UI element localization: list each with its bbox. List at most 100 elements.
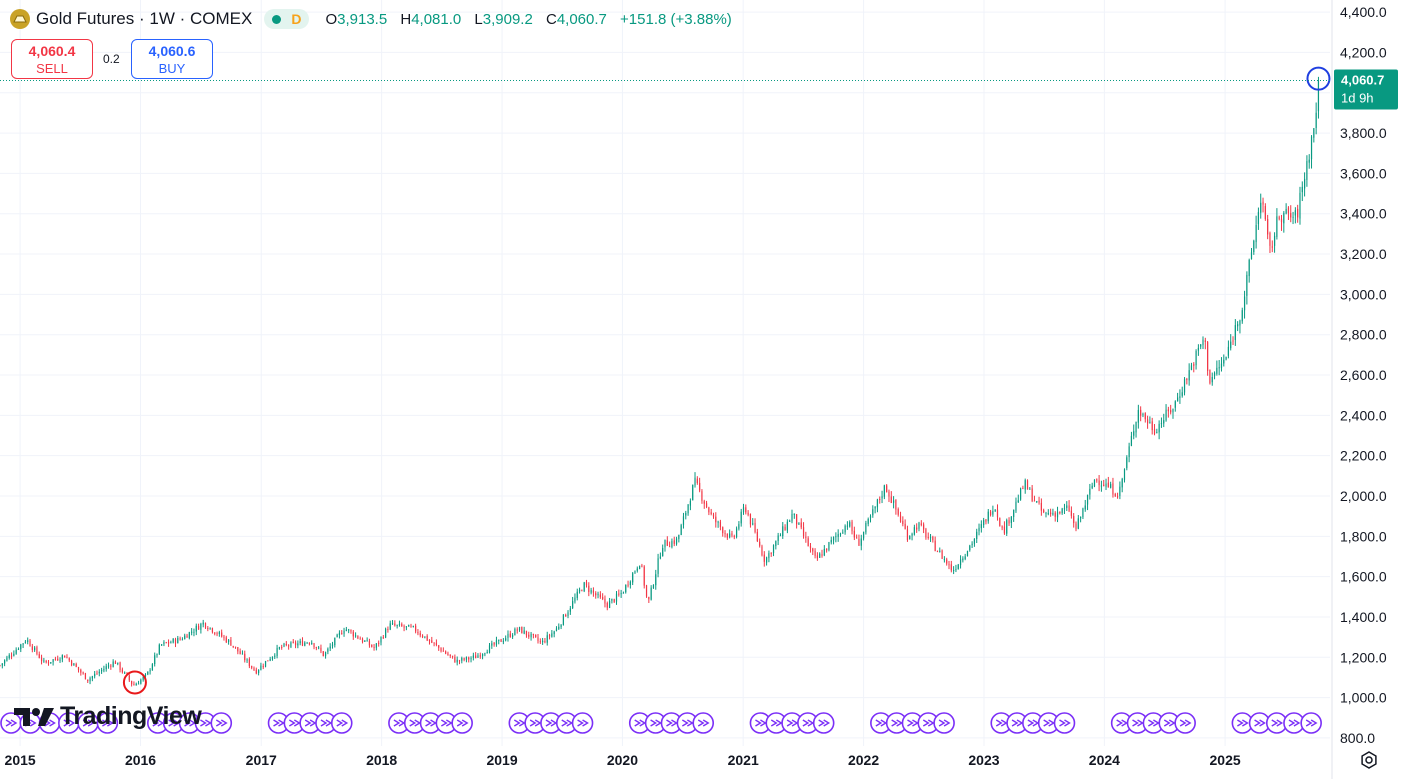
candle-body	[174, 639, 177, 644]
candle-body	[329, 646, 331, 649]
candle-body	[80, 669, 82, 673]
candle-body	[682, 516, 685, 525]
candle-body	[10, 655, 13, 657]
candle-body	[964, 556, 966, 560]
candle-body	[867, 519, 869, 524]
candle-body	[1047, 513, 1049, 515]
candle-body	[1054, 512, 1056, 517]
tradingview-logo[interactable]: TradingView	[14, 702, 202, 731]
candle-body	[221, 632, 223, 637]
event-marker-arrows	[875, 719, 888, 727]
candle-body	[1287, 207, 1290, 214]
time-tick-label: 2021	[728, 752, 759, 768]
event-marker-icon	[1053, 712, 1076, 734]
candle-body	[842, 532, 844, 534]
candle-body	[128, 675, 130, 681]
candle-body	[957, 564, 959, 570]
candle-body	[569, 608, 571, 612]
candle-body	[230, 639, 232, 646]
candle-body	[565, 614, 567, 617]
candle-body	[1209, 370, 1211, 384]
settings-gear-icon[interactable]	[1359, 750, 1379, 770]
event-marker-arrows	[1059, 719, 1071, 727]
candle-body	[158, 644, 160, 654]
candle-body	[671, 541, 673, 548]
candle-body	[1029, 488, 1031, 490]
candle-body	[368, 640, 371, 646]
candle-body	[722, 527, 724, 534]
buy-button[interactable]: 4,060.6 BUY	[131, 39, 213, 79]
event-marker-arrows	[922, 719, 935, 727]
event-marker-arrows	[152, 719, 165, 727]
candle-body	[860, 538, 862, 546]
candle-body	[1234, 325, 1236, 340]
candle-body	[165, 642, 167, 644]
candle-body	[361, 638, 364, 642]
tradingview-logo-icon	[14, 707, 54, 726]
candle-body	[1195, 350, 1197, 366]
candle-body	[47, 662, 50, 664]
candle-body	[1248, 259, 1250, 277]
candle-body	[269, 658, 271, 661]
candle-body	[703, 501, 705, 504]
time-tick-label: 2025	[1210, 752, 1241, 768]
candle-body	[1283, 212, 1285, 224]
price-tick-label: 2,600.0	[1340, 367, 1387, 383]
candle-body	[334, 637, 336, 646]
candle-body	[378, 642, 380, 644]
ohlc-open-label: O	[325, 10, 338, 28]
time-axis[interactable]: 2015 2016 2017 2018 2019 2020 2021 2022 2023 2024…	[5, 752, 1241, 768]
candle-body	[812, 548, 814, 552]
candle-body	[70, 660, 73, 666]
candle-body	[735, 528, 738, 538]
candle-body	[50, 662, 52, 664]
candle-body	[463, 658, 465, 660]
candle-body	[137, 683, 140, 685]
candle-body	[1137, 409, 1139, 423]
event-marker-arrows	[336, 719, 349, 727]
event-marker-arrows	[802, 719, 815, 727]
candle-body	[1241, 310, 1243, 322]
candle-body	[110, 665, 112, 667]
candle-body	[784, 526, 786, 531]
market-status[interactable]: D	[264, 9, 310, 29]
candle-body	[31, 646, 33, 650]
market-open-icon	[272, 14, 282, 24]
candle-body	[602, 597, 604, 600]
candle-body	[73, 663, 75, 666]
candle-body	[493, 642, 495, 645]
candle-body	[1036, 501, 1038, 503]
candle-body	[288, 645, 290, 647]
candle-body	[1179, 396, 1181, 398]
candle-body	[994, 509, 996, 512]
time-tick-label: 2023	[968, 752, 999, 768]
price-tick-label: 3,000.0	[1340, 286, 1387, 302]
candle-body	[398, 623, 401, 626]
event-marker-arrows	[907, 719, 919, 727]
sell-button[interactable]: 4,060.4 SELL	[11, 39, 93, 79]
candle-body	[1133, 431, 1135, 436]
candle-body	[874, 506, 876, 509]
candle-body	[643, 566, 645, 586]
candle-body	[151, 664, 153, 671]
candle-body	[551, 633, 553, 637]
candle-body	[948, 564, 950, 566]
candle-body	[1165, 409, 1167, 421]
candle-body	[350, 630, 352, 632]
price-axis[interactable]: 800.0 1,000.0 1,200.0 1,400.0 1,600.0 1,800.0…	[1340, 4, 1387, 746]
candle-body	[1250, 252, 1253, 259]
candle-body	[315, 647, 317, 649]
candle-body	[772, 545, 775, 554]
event-marker-arrows	[440, 719, 453, 727]
candle-body	[144, 674, 147, 677]
candle-body	[488, 645, 491, 653]
candle-body	[518, 627, 521, 631]
candle-body	[1310, 136, 1313, 160]
candle-body	[544, 640, 546, 643]
candle-body	[1130, 435, 1133, 446]
candle-body	[271, 656, 274, 660]
symbol-title[interactable]: Gold Futures · 1W · COMEX	[36, 9, 253, 28]
event-markers	[0, 712, 1322, 734]
candle-body	[525, 630, 528, 636]
